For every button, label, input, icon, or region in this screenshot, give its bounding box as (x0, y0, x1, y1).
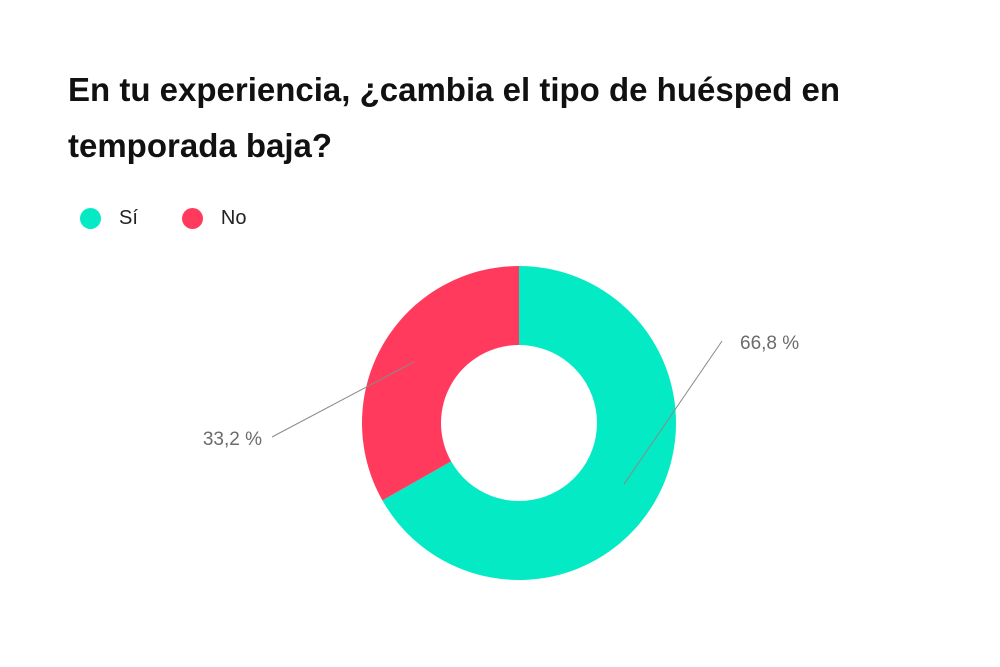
data-label-no: 33,2 % (203, 429, 262, 450)
donut-slice-si[interactable] (382, 266, 677, 580)
chart-title: En tu experiencia, ¿cambia el tipo de hu… (68, 71, 841, 164)
label-leader-lines (271, 340, 723, 485)
leader-line-si (623, 340, 723, 485)
donut-slices (362, 266, 677, 580)
legend-swatch-si (80, 208, 101, 229)
legend-item-si[interactable]: Sí (80, 207, 138, 230)
legend-swatch-no (181, 208, 203, 229)
legend-item-no[interactable]: No (181, 207, 247, 230)
chart-legend: Sí No (80, 207, 290, 230)
data-label-si: 66,8 % (740, 333, 799, 354)
legend-label-si: Sí (119, 207, 138, 229)
legend-label-no: No (220, 207, 247, 229)
donut-slice-no[interactable] (362, 266, 519, 501)
data-labels: 66,8 % 33,2 % (203, 333, 799, 450)
leader-line-no (271, 361, 415, 438)
